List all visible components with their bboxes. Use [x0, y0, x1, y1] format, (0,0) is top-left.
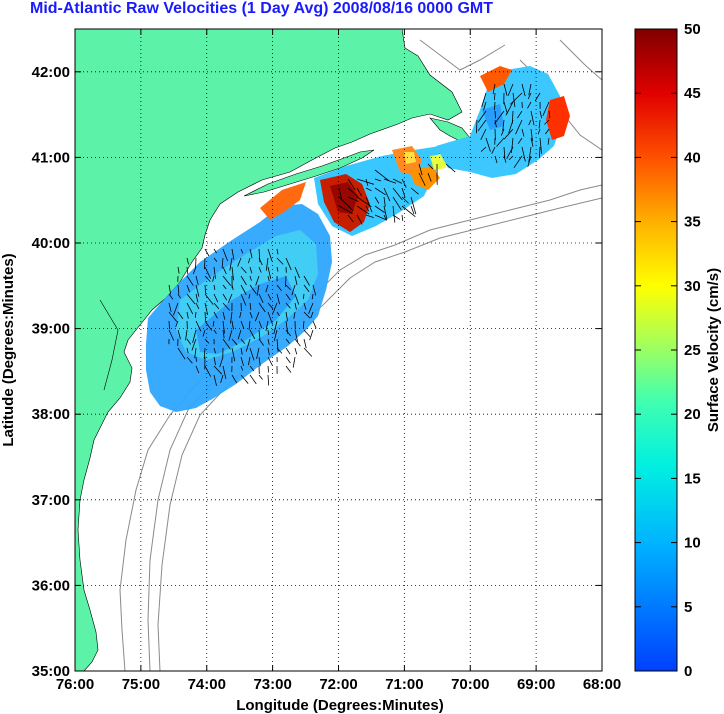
y-axis-ticks: 42:00 41:00 40:00 39:00 38:00 37:00 36:00 35:00 — [32, 64, 602, 680]
colorbar-tick-label: 50 — [684, 21, 701, 38]
colorbar-tick-label: 0 — [684, 663, 692, 680]
colorbar-tick-label: 25 — [684, 342, 701, 359]
colorbar-tick-label: 15 — [684, 470, 701, 487]
colorbar-tick-label: 20 — [684, 406, 701, 423]
y-axis-label: Latitude (Degrees:Minutes) — [0, 253, 17, 446]
velocity-patch-ri-yellow — [404, 152, 416, 164]
colorbar-tick-label: 45 — [684, 85, 701, 102]
colorbar-tick-label: 40 — [684, 149, 701, 166]
x-tick-label: 76:00 — [56, 676, 94, 693]
y-tick-label: 39:00 — [32, 321, 70, 338]
velocity-patch-shelf-yellow — [430, 154, 446, 170]
colorbar-tick-label: 5 — [684, 599, 692, 616]
velocity-patch-cape-hot — [546, 96, 570, 140]
colorbar — [634, 28, 678, 672]
x-tick-label: 73:00 — [253, 676, 291, 693]
y-tick-label: 42:00 — [32, 64, 70, 81]
y-tick-label: 35:00 — [32, 663, 70, 680]
y-tick-label: 36:00 — [32, 577, 70, 594]
x-tick-label: 71:00 — [385, 676, 423, 693]
velocity-patch-gom-hot — [480, 66, 512, 92]
velocity-arrows — [168, 83, 551, 386]
x-axis-ticks: 76:00 75:00 74:00 73:00 72:00 71:00 70:00 69:00… — [56, 29, 621, 693]
y-tick-label: 37:00 — [32, 492, 70, 509]
y-tick-label: 40:00 — [32, 235, 70, 252]
x-tick-label: 75:00 — [122, 676, 160, 693]
colorbar-tick-label: 10 — [684, 535, 701, 552]
x-axis-label: Longitude (Degrees:Minutes) — [236, 697, 444, 714]
x-tick-label: 69:00 — [517, 676, 555, 693]
velocity-patch-shoals-blue — [482, 104, 504, 130]
x-tick-label: 70:00 — [451, 676, 489, 693]
velocity-patch-south-hot — [410, 166, 440, 190]
x-tick-label: 74:00 — [188, 676, 226, 693]
bay-shoreline — [99, 299, 119, 391]
x-tick-label: 72:00 — [319, 676, 357, 693]
colorbar-tick-label: 35 — [684, 214, 701, 231]
colorbar-label: Surface Velocity (cm/s) — [705, 268, 722, 432]
velocity-patch-ny-bight-hot — [260, 182, 306, 220]
velocity-patch-li-dark — [330, 182, 358, 214]
x-tick-label: 68:00 — [583, 676, 621, 693]
velocity-patch-nj-blue — [196, 276, 296, 354]
y-tick-label: 41:00 — [32, 149, 70, 166]
long-island — [243, 149, 375, 197]
map-title: Mid-Atlantic Raw Velocities (1 Day Avg) … — [30, 0, 493, 17]
colorbar-tick-label: 30 — [684, 278, 701, 295]
y-tick-label: 38:00 — [32, 406, 70, 423]
